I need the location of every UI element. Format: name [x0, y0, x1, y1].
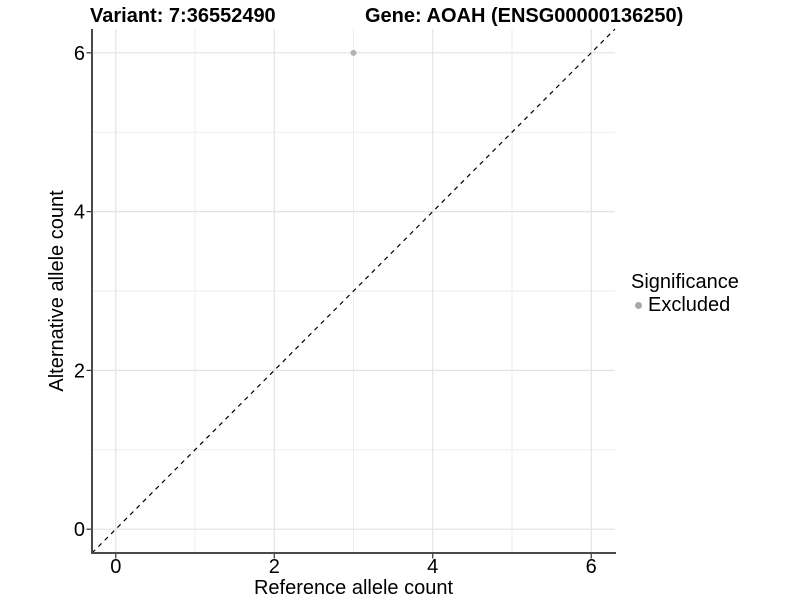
y-axis-title: Alternative allele count [46, 190, 68, 392]
y-tick-label: 4 [74, 202, 85, 224]
legend-item-excluded: Excluded [631, 294, 739, 316]
data-point-excluded [350, 49, 357, 56]
x-tick-label: 2 [269, 556, 280, 578]
x-tick-label: 0 [110, 556, 121, 578]
identity-dashed-line [91, 28, 616, 554]
legend: Significance Excluded [631, 271, 739, 316]
y-tick-label: 0 [74, 519, 85, 541]
plot-title-variant: Variant: 7:36552490 [90, 5, 276, 27]
y-tick-label: 6 [74, 43, 85, 65]
legend-item-label: Excluded [648, 294, 731, 316]
x-axis-title: Reference allele count [254, 577, 453, 599]
y-tick-label: 2 [74, 360, 85, 382]
x-tick-label: 6 [586, 556, 597, 578]
excluded-point-icon [635, 301, 642, 309]
x-tick-label: 4 [427, 556, 438, 578]
legend-title: Significance [631, 271, 739, 293]
plot-title-gene: Gene: AOAH (ENSG00000136250) [365, 5, 684, 27]
